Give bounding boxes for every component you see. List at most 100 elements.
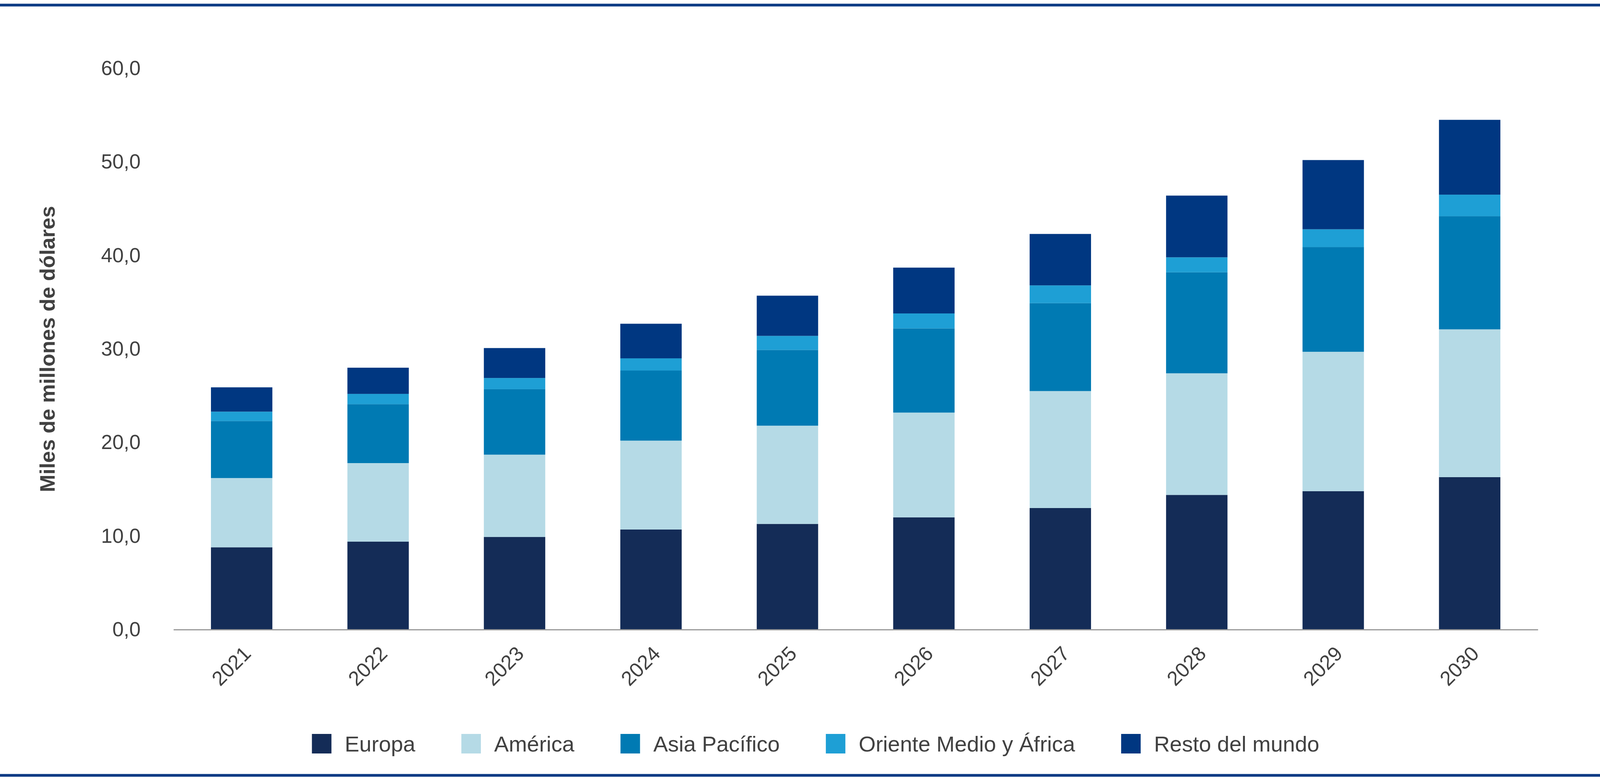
bar-segment — [347, 403, 409, 463]
x-tick-label: 2022 — [343, 641, 392, 690]
bar-segment — [347, 367, 409, 394]
top-rule — [0, 3, 1600, 7]
bar-segment — [1302, 229, 1364, 247]
bar-segment — [620, 440, 682, 530]
x-tick: 2029 — [1298, 629, 1347, 690]
bar-segment — [1302, 160, 1364, 230]
bar-segment — [1166, 272, 1228, 374]
y-tick-label: 50,0 — [101, 150, 141, 173]
y-axis-title: Miles de millones de dólares — [35, 205, 59, 492]
legend-swatch — [620, 733, 640, 754]
bar-segment — [1029, 303, 1092, 392]
series-bars — [210, 216, 1501, 478]
bar-segment — [210, 477, 273, 547]
bar-segment — [1166, 494, 1228, 630]
x-tick: 2028 — [1162, 629, 1211, 690]
bar-segment — [620, 370, 682, 441]
y-axis-line — [173, 68, 174, 630]
bar-segment — [1029, 285, 1092, 303]
x-tick: 2023 — [480, 629, 529, 690]
legend-item: Europa — [311, 731, 416, 756]
y-tick-label: 60,0 — [101, 56, 141, 80]
x-tick: 2030 — [1435, 629, 1484, 690]
legend-label: Europa — [344, 731, 416, 756]
bar-segment — [1439, 476, 1501, 630]
y-tick-label: 10,0 — [101, 524, 141, 547]
x-tick-label: 2021 — [207, 641, 256, 690]
bar-segment — [1302, 491, 1364, 630]
legend-item: Oriente Medio y África — [825, 731, 1076, 756]
y-tick: 30,0 — [101, 337, 174, 360]
y-tick-label: 40,0 — [101, 243, 141, 267]
y-tick-label: 30,0 — [101, 337, 141, 360]
x-tick-label: 2027 — [1025, 641, 1074, 690]
bar-segment — [1029, 391, 1092, 508]
legend-swatch — [1121, 733, 1141, 754]
legend-item: Resto del mundo — [1121, 731, 1320, 756]
x-tick-label: 2029 — [1298, 641, 1347, 690]
bar-segment — [893, 328, 955, 413]
bar-segment — [1302, 246, 1364, 352]
bar-segment — [1029, 233, 1092, 286]
bar-segment — [347, 462, 409, 542]
bar-segment — [347, 541, 409, 630]
x-axis: 2021 2022 2023 2024 2025 2026 2027 2028 2029 2030 — [173, 629, 1539, 690]
bars — [210, 119, 1501, 630]
legend-label: Asia Pacífico — [653, 731, 780, 756]
y-tick: 60,0 — [101, 56, 174, 80]
bar-segment — [347, 393, 409, 404]
bar-segment — [483, 454, 546, 537]
bar-segment — [893, 267, 955, 314]
bar-segment — [756, 523, 818, 630]
bar-segment — [483, 389, 546, 455]
bar-segment — [1439, 329, 1501, 477]
x-tick: 2024 — [616, 629, 665, 690]
y-axis: 0,0 10,0 20,0 30,0 40,0 50,0 60,0 — [101, 56, 174, 641]
bar-segment — [483, 536, 546, 630]
y-tick-label: 0,0 — [112, 617, 141, 641]
bar-segment — [1439, 216, 1501, 330]
bar-segment — [1166, 373, 1228, 495]
bar-segment — [483, 348, 546, 379]
bar-segment — [756, 349, 818, 426]
bar-segment — [893, 313, 955, 329]
legend-label: América — [494, 731, 575, 756]
bar-segment — [210, 411, 273, 421]
x-tick: 2026 — [889, 629, 938, 690]
bar-segment — [1439, 119, 1501, 195]
bar-segment — [620, 358, 682, 371]
bar-segment — [1439, 194, 1501, 217]
legend-label: Oriente Medio y África — [858, 731, 1076, 756]
series-bars — [210, 329, 1501, 548]
legend: Europa América Asia Pacífico Oriente Medio … — [311, 731, 1320, 756]
x-tick: 2021 — [207, 629, 256, 690]
y-tick: 40,0 — [101, 243, 174, 267]
legend-item: América — [461, 731, 575, 756]
bar-segment — [1029, 507, 1092, 630]
x-tick-label: 2023 — [480, 641, 529, 690]
bar-segment — [893, 412, 955, 518]
bar-segment — [210, 546, 273, 630]
bar-segment — [893, 517, 955, 630]
x-tick-label: 2024 — [616, 641, 665, 690]
bar-segment — [483, 377, 546, 390]
y-tick: 50,0 — [101, 150, 174, 173]
x-tick-label: 2025 — [753, 641, 802, 690]
bar-segment — [1166, 195, 1228, 258]
bottom-rule — [0, 773, 1600, 777]
x-tick: 2022 — [343, 629, 392, 690]
x-axis-line — [173, 628, 1539, 631]
y-tick-label: 20,0 — [101, 430, 141, 454]
bar-segment — [1302, 351, 1364, 492]
bar-segment — [756, 425, 818, 524]
y-tick: 20,0 — [101, 430, 174, 454]
x-tick: 2025 — [753, 629, 802, 690]
x-tick-label: 2028 — [1162, 641, 1211, 690]
bar-segment — [620, 529, 682, 630]
bar-segment — [756, 295, 818, 336]
bar-segment — [620, 323, 682, 359]
chart: 0,010,020,030,040,050,060,02021202220232… — [0, 0, 1600, 782]
y-tick: 0,0 — [112, 617, 174, 641]
x-tick-label: 2030 — [1435, 641, 1484, 690]
legend-swatch — [825, 733, 846, 754]
